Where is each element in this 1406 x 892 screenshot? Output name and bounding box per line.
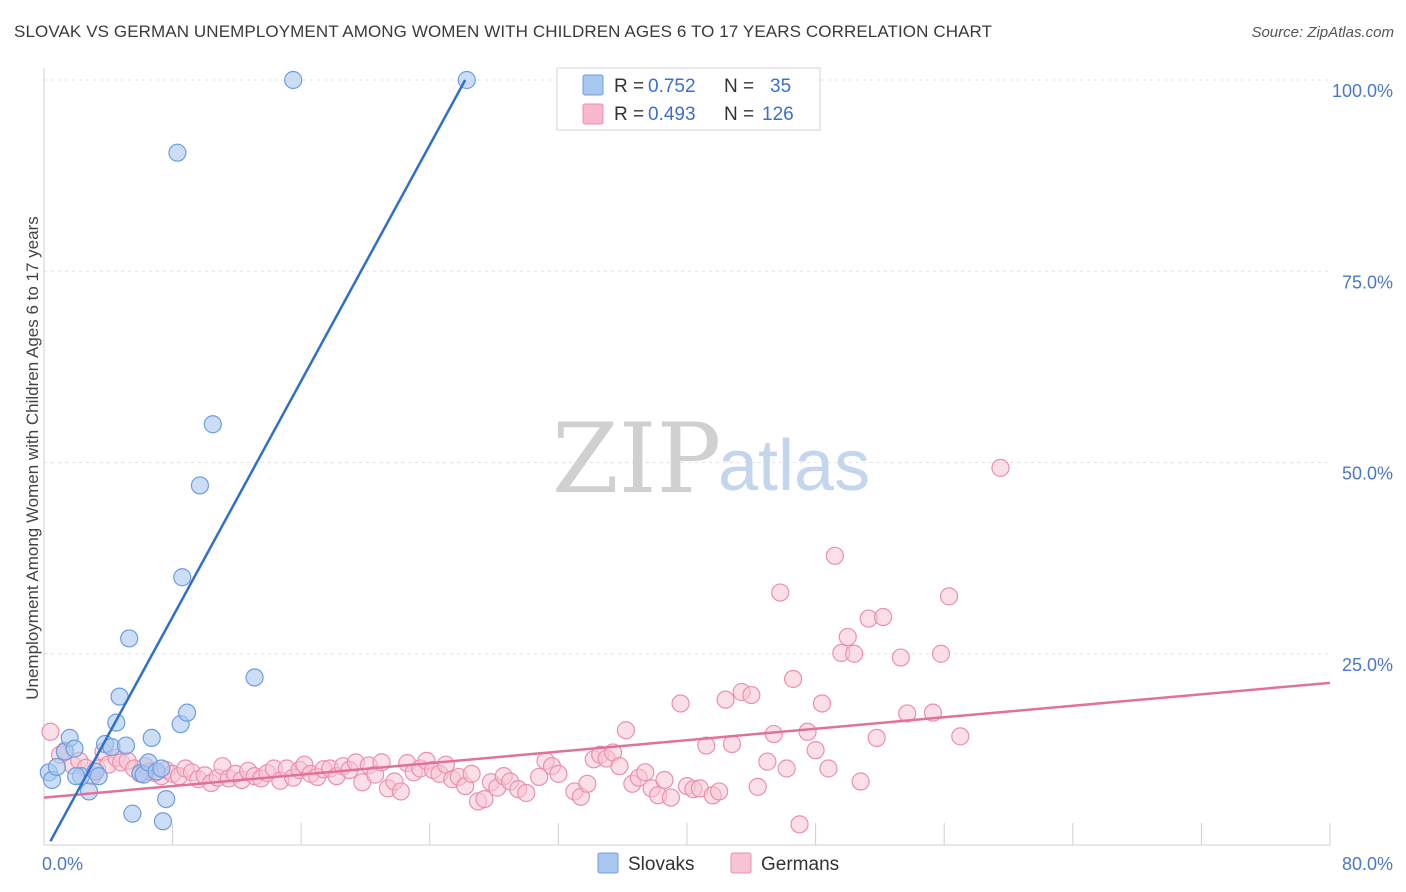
legend-r-value-germans: 0.493 [648,104,696,125]
slovaks-point [116,736,136,755]
legend-n-value-slovaks: 35 [770,76,791,97]
germans-point [549,764,568,783]
germans-point [758,752,777,771]
germans-point [838,627,857,647]
slovaks-point [245,668,264,687]
y-tick-label: 100.0% [1332,81,1393,101]
germans-point [867,728,886,748]
legend-bottom: Slovaks Germans [597,852,839,875]
y-axis-label: Unemployment Among Women with Children A… [23,216,42,700]
bottom-legend-germans: Germans [761,854,839,875]
germans-point [710,782,729,801]
legend-n-value-germans: 126 [762,104,794,125]
germans-point [391,782,410,801]
germans-trend-line [43,681,1331,799]
slovaks-point [47,757,66,777]
germans-point [851,772,870,791]
slovaks-point [157,789,176,809]
germans-point [777,759,796,778]
germans-point [819,759,838,778]
germans-point [931,644,951,663]
y-tick-labels: 25.0% 50.0% 75.0% 100.0% [1332,81,1393,675]
germans-point [825,546,844,565]
germans-point [806,741,825,760]
germans-point [616,721,636,740]
slovaks-point [65,739,84,758]
x-tick-label: 80.0% [1342,854,1393,874]
germans-point [742,685,761,705]
watermark: ZIP atlas [552,403,870,515]
y-tick-label: 75.0% [1342,272,1393,292]
germans-point [462,764,481,783]
germans-point [798,722,817,741]
slovaks-point [190,476,210,495]
x-tick-label: 0.0% [42,854,83,874]
y-tick-label: 50.0% [1342,464,1393,484]
germans-point [891,648,910,667]
bottom-legend-swatch-slovaks [597,852,619,874]
legend-swatch-slovaks [582,74,604,96]
germans-point [771,583,790,602]
y-tick-label: 25.0% [1342,655,1393,675]
legend-r-value-slovaks: 0.752 [648,76,696,97]
slovaks-point [168,143,187,162]
germans-point [517,783,536,803]
germans-point [991,458,1010,477]
grid-lines [44,79,1330,655]
germans-point [655,770,674,790]
legend-swatch-germans [582,103,604,125]
source-label: Source: ZipAtlas.com [1251,24,1394,41]
germans-point [475,789,494,809]
legend-n-label-germans: N = [724,104,754,125]
bottom-legend-slovaks: Slovaks [628,854,695,875]
germans-point [874,607,893,627]
germans-point [722,734,742,754]
germans-point [697,736,716,755]
germans-point [41,722,60,741]
germans-point [898,704,917,723]
legend-n-label-slovaks: N = [724,76,754,97]
germans-point [783,669,803,689]
slovaks-point [123,804,142,823]
slovaks-point [153,812,173,831]
germans-point [812,694,832,713]
slovaks-points [39,70,476,831]
germans-point [610,757,629,776]
germans-point [748,777,767,796]
germans-point [530,767,549,787]
slovaks-point [79,782,99,801]
watermark-atlas: atlas [718,426,870,506]
slovaks-point [284,70,303,90]
slovaks-point [173,568,192,587]
watermark-zip: ZIP [552,403,721,515]
slovaks-point [89,767,108,786]
trend-lines [43,79,1331,842]
germans-point [716,690,735,709]
germans-point [671,694,690,713]
legend-r-label-slovaks: R = [614,76,644,97]
germans-point [939,587,959,606]
germans-point [578,774,597,793]
germans-point [845,644,864,663]
germans-point [951,727,970,746]
slovaks-point [177,703,197,722]
slovaks-point [152,759,171,778]
slovaks-point [203,415,222,434]
slovaks-point [142,728,161,748]
slovaks-trend-line [49,79,467,842]
bottom-legend-swatch-germans [730,852,752,874]
legend-top: R = 0.752 N = 35 R = 0.493 N = 126 [556,67,821,131]
germans-point [790,815,809,834]
germans-points [41,458,1010,834]
legend-r-label-germans: R = [614,104,644,125]
x-tick-labels: 0.0% 80.0% [42,854,1393,874]
axes [43,68,1331,846]
chart-title: SLOVAK VS GERMAN UNEMPLOYMENT AMONG WOME… [14,22,993,41]
slovaks-point [120,629,139,648]
germans-point [636,763,655,782]
germans-point [661,788,681,807]
